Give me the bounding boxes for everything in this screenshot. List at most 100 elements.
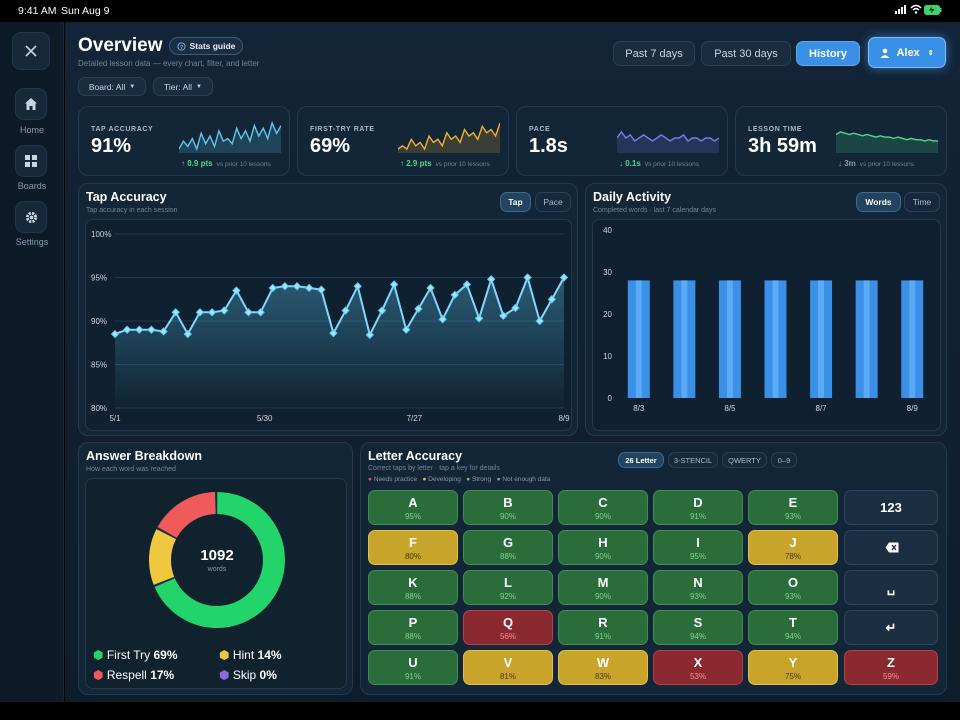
sidebar-label-boards: Boards xyxy=(17,181,47,191)
kpi-label: TAP ACCURACY xyxy=(91,126,154,133)
data-point xyxy=(559,273,569,282)
sparkline-line xyxy=(398,122,500,151)
return-key[interactable]: ↵ xyxy=(844,610,938,645)
key-percent: 93% xyxy=(784,592,801,601)
letter-key-l[interactable]: L 92% xyxy=(463,570,553,605)
key-letter: S xyxy=(693,615,703,630)
data-point xyxy=(280,281,290,291)
letter-key-e[interactable]: E 93% xyxy=(748,490,838,525)
kpi-sparkline xyxy=(617,130,719,153)
letter-key-i[interactable]: I 95% xyxy=(653,530,743,565)
legend-value: 14% xyxy=(257,648,282,662)
kpi-card-lesson-time[interactable]: LESSON TIME 3h 59m ↓ 3m vs prior 10 lesso… xyxy=(735,106,947,176)
data-point xyxy=(159,327,168,336)
letter-key-r[interactable]: R 91% xyxy=(558,610,648,645)
data-point xyxy=(195,308,205,317)
key-percent: 95% xyxy=(689,552,706,561)
wifi-icon xyxy=(910,4,922,17)
user-menu-button[interactable]: Alex ⇕ xyxy=(868,37,946,68)
backspace-key[interactable] xyxy=(844,530,938,565)
letter-key-g[interactable]: G 88% xyxy=(463,530,553,565)
key-percent: 59% xyxy=(882,672,899,681)
letter-key-b[interactable]: B 90% xyxy=(463,490,553,525)
letter-key-k[interactable]: K 88% xyxy=(368,570,458,605)
letter-key-m[interactable]: M 90% xyxy=(558,570,648,605)
tab-pace[interactable]: Pace xyxy=(535,192,571,212)
board-filter[interactable]: Board: All ▼ xyxy=(78,77,146,96)
kpi-delta-value: 0.1s xyxy=(625,159,641,168)
tier-filter[interactable]: Tier: All ▼ xyxy=(153,77,213,96)
tab-tap[interactable]: Tap xyxy=(500,192,531,212)
key-percent: 88% xyxy=(404,632,421,641)
letter-key-u[interactable]: U 91% xyxy=(368,650,458,685)
x-tick-label: 8/9 xyxy=(558,414,570,423)
data-point xyxy=(389,280,399,289)
letter-key-a[interactable]: A 95% xyxy=(368,490,458,525)
layout-0-9[interactable]: 0–9 xyxy=(771,452,797,468)
letter-accuracy-card: Letter Accuracy Correct taps by letter ·… xyxy=(360,442,947,695)
data-point xyxy=(462,280,472,289)
page-title: Overview xyxy=(78,35,163,56)
letter-key-z[interactable]: Z 59% xyxy=(844,650,938,685)
legend-dot: ● xyxy=(422,476,427,483)
range-past-30-days[interactable]: Past 30 days xyxy=(701,41,791,66)
letter-key-q[interactable]: Q 56% xyxy=(463,610,553,645)
letter-key-s[interactable]: S 94% xyxy=(653,610,743,645)
key-letter: D xyxy=(693,495,703,510)
x-tick-label: 7/27 xyxy=(407,414,423,423)
key-letter: X xyxy=(693,655,703,670)
tap-accuracy-line-chart: 100% 95% 90% 85% 80%5/1 5/30 7/27 8/9 xyxy=(85,219,572,431)
data-point xyxy=(523,273,532,282)
layout-26-letter[interactable]: 26 Letter xyxy=(618,452,664,468)
sidebar: Home Boards Settings xyxy=(0,22,64,702)
kpi-card-pace[interactable]: PACE 1.8s ↓ 0.1s vs prior 10 lessons xyxy=(516,106,728,176)
letter-key-f[interactable]: F 80% xyxy=(368,530,458,565)
tab-words[interactable]: Words xyxy=(856,192,901,212)
kpi-delta-vs: vs prior 10 lessons xyxy=(859,161,914,168)
kpi-card-tap-accuracy[interactable]: TAP ACCURACY 91% ↑ 0.9 pts vs prior 10 le… xyxy=(78,106,290,176)
card-title: Answer Breakdown xyxy=(86,449,203,463)
sidebar-item-boards[interactable] xyxy=(15,145,47,177)
letter-key-t[interactable]: T 94% xyxy=(748,610,838,645)
letter-key-p[interactable]: P 88% xyxy=(368,610,458,645)
letter-key-n[interactable]: N 93% xyxy=(653,570,743,605)
letter-key-y[interactable]: Y 75% xyxy=(748,650,838,685)
letter-key-o[interactable]: O 93% xyxy=(748,570,838,605)
data-point xyxy=(438,315,447,324)
y-tick-label: 100% xyxy=(91,230,111,239)
data-point xyxy=(147,325,156,334)
range-history[interactable]: History xyxy=(796,41,860,66)
key-letter: B xyxy=(503,495,513,510)
sidebar-item-settings[interactable] xyxy=(15,201,47,233)
key-percent: 91% xyxy=(594,632,611,641)
numbers-key[interactable]: 123 xyxy=(844,490,938,525)
key-letter: J xyxy=(789,535,797,550)
stats-guide-button[interactable]: ? Stats guide xyxy=(169,37,243,55)
letter-key-h[interactable]: H 90% xyxy=(558,530,648,565)
letter-key-c[interactable]: C 90% xyxy=(558,490,648,525)
letter-key-d[interactable]: D 91% xyxy=(653,490,743,525)
letter-key-v[interactable]: V 81% xyxy=(463,650,553,685)
bar-highlight xyxy=(909,280,916,398)
kpi-label: FIRST-TRY RATE xyxy=(310,126,375,133)
layout-qwerty[interactable]: QWERTY xyxy=(722,452,767,468)
kpi-sparkline xyxy=(836,131,938,153)
letter-key-w[interactable]: W 83% xyxy=(558,650,648,685)
legend-label: Needs practice xyxy=(373,476,418,483)
letter-key-j[interactable]: J 78% xyxy=(748,530,838,565)
key-letter: K xyxy=(408,575,418,590)
letter-key-x[interactable]: X 53% xyxy=(653,650,743,685)
space-key[interactable]: ␣ xyxy=(844,570,938,605)
sidebar-label-home: Home xyxy=(19,125,44,135)
legend-value: 0% xyxy=(259,668,277,682)
legend-respell: ⬢ Respell 17% xyxy=(93,668,174,682)
kpi-card-first-try-rate[interactable]: FIRST-TRY RATE 69% ↑ 2.9 pts vs prior 10 … xyxy=(297,106,509,176)
key-letter: I xyxy=(696,535,700,550)
board-filter-label: Board: All xyxy=(88,81,126,92)
key-percent: 80% xyxy=(404,552,421,561)
tab-time[interactable]: Time xyxy=(904,192,940,212)
sidebar-item-home[interactable] xyxy=(15,88,47,120)
range-past-7-days[interactable]: Past 7 days xyxy=(613,41,695,66)
close-button[interactable] xyxy=(12,32,50,70)
layout-3-stencil[interactable]: 3-STENCIL xyxy=(668,452,718,468)
